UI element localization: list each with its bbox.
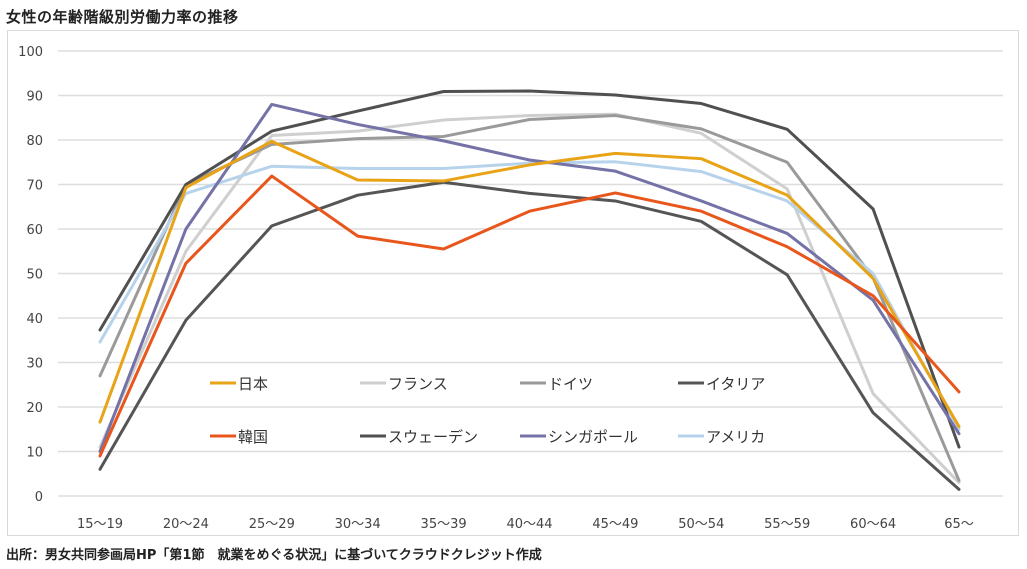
series-line-4: [98, 174, 961, 458]
legend-label: アメリカ: [706, 428, 765, 446]
y-axis-ticks: 0 10 20 30 40 50 60 70 80 90 100: [18, 45, 43, 505]
x-tick-label: 30〜34: [335, 517, 381, 532]
series-line-7: [98, 160, 961, 431]
y-tick-label: 30: [26, 357, 43, 372]
x-tick-label: 60〜64: [850, 517, 896, 532]
x-tick-label: 35〜39: [421, 517, 467, 532]
legend-item: シンガポール: [520, 428, 638, 446]
chart-title: 女性の年齢階級別労働力率の推移: [6, 8, 239, 26]
y-tick-label: 50: [26, 268, 43, 283]
y-tick-label: 100: [18, 45, 43, 60]
series-line-3: [98, 180, 961, 491]
x-tick-label: 15〜19: [77, 517, 123, 532]
y-tick-label: 0: [35, 490, 43, 505]
legend-item: 日本: [210, 375, 268, 393]
y-tick-label: 20: [26, 401, 43, 416]
legend-label: ドイツ: [548, 375, 593, 393]
series-line-5: [98, 89, 961, 449]
legend-label: スウェーデン: [388, 428, 478, 446]
legend-label: 日本: [238, 375, 268, 393]
legend-item: アメリカ: [678, 428, 765, 446]
series-line-6: [98, 102, 961, 453]
legend-label: イタリア: [706, 375, 765, 393]
x-tick-label: 65〜: [944, 517, 974, 532]
legend-label: フランス: [388, 375, 448, 393]
x-tick-label: 20〜24: [163, 517, 209, 532]
legend-item: イタリア: [678, 375, 765, 393]
series-lines: [98, 89, 961, 491]
y-tick-label: 40: [26, 312, 43, 327]
x-tick-label: 40〜44: [506, 517, 552, 532]
legend-item: ドイツ: [520, 375, 593, 393]
legend-label: 韓国: [238, 428, 268, 446]
legend-item: 韓国: [210, 428, 268, 446]
legend-item: フランス: [360, 375, 448, 393]
y-tick-label: 80: [26, 134, 43, 149]
series-line-0: [98, 139, 961, 429]
x-tick-label: 25〜29: [249, 517, 295, 532]
x-tick-label: 45〜49: [592, 517, 638, 532]
y-tick-label: 90: [26, 90, 43, 105]
x-axis-ticks: 15〜19 20〜24 25〜29 30〜34 35〜39 40〜44 45〜49 50〜54…: [77, 517, 974, 532]
legend-item: スウェーデン: [360, 428, 478, 446]
y-tick-label: 70: [26, 179, 43, 194]
y-tick-label: 60: [26, 223, 43, 238]
y-tick-label: 10: [26, 446, 43, 461]
x-tick-label: 55〜59: [764, 517, 810, 532]
gridlines: [58, 50, 1003, 497]
legend-label: シンガポール: [548, 428, 638, 446]
source-note: 出所：男女共同参画局HP「第1節 就業をめぐる状況」に基づいてクラウドクレジット…: [6, 548, 542, 563]
x-tick-label: 50〜54: [678, 517, 724, 532]
